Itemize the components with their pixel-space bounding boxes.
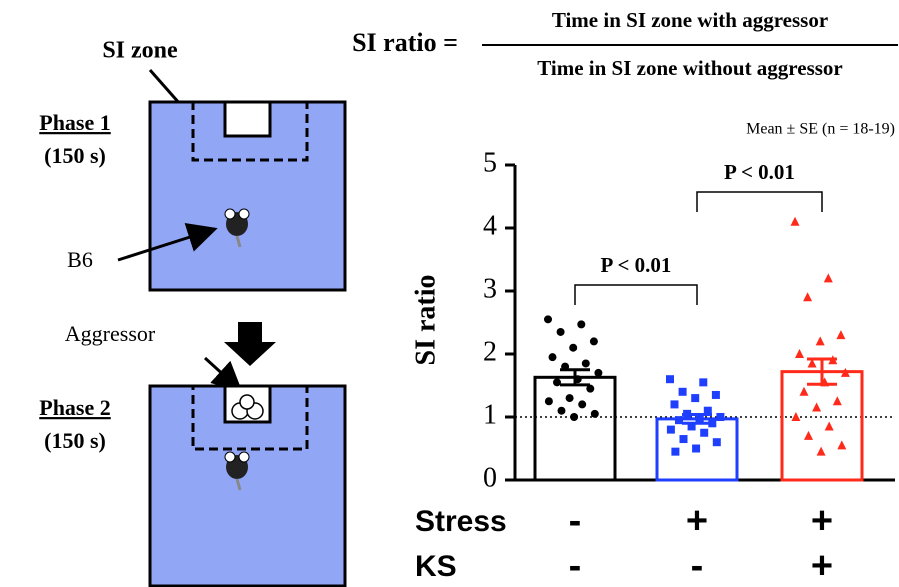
data-point [816, 336, 825, 345]
comparison-bracket [697, 192, 822, 212]
data-point [833, 396, 842, 405]
data-point [800, 387, 809, 396]
y-tick-label: 2 [483, 336, 497, 367]
data-point [577, 320, 585, 328]
data-point [545, 397, 553, 405]
data-point [553, 378, 561, 386]
y-tick-label: 5 [483, 147, 497, 178]
bar [535, 377, 615, 480]
data-point [804, 431, 813, 440]
data-point [675, 416, 683, 424]
data-point [578, 400, 586, 408]
phase-time: (150 s) [44, 428, 106, 453]
data-point [679, 388, 687, 396]
data-point [712, 391, 720, 399]
data-point [691, 394, 699, 402]
data-point [791, 217, 800, 226]
row-sign: + [686, 500, 708, 542]
comparison-label: P < 0.01 [601, 253, 672, 277]
data-point [817, 447, 826, 456]
data-point [671, 400, 679, 408]
formula-denominator: Time in SI zone without aggressor [537, 56, 842, 80]
arrow [205, 358, 238, 388]
y-axis-label: SI ratio [410, 275, 441, 366]
data-point [544, 315, 552, 323]
data-point [699, 378, 707, 386]
data-point [825, 421, 834, 430]
data-point [666, 375, 674, 383]
row-sign: - [691, 545, 704, 587]
data-point [795, 349, 804, 358]
data-point [671, 448, 679, 456]
data-point [791, 412, 800, 421]
enclosure [225, 102, 270, 136]
b6-label: B6 [67, 247, 93, 272]
data-point [680, 435, 688, 443]
formula-numerator: Time in SI zone with aggressor [552, 8, 828, 32]
aggressor-label: Aggressor [65, 321, 156, 346]
data-point [700, 429, 708, 437]
phase-label: Phase 1 [39, 110, 111, 135]
row-sign: - [569, 545, 582, 587]
bar [782, 372, 862, 480]
data-point [549, 353, 557, 361]
subtitle: Mean ± SE (n = 18-19) [746, 121, 895, 138]
row-sign: - [569, 500, 582, 542]
down-arrow [224, 322, 276, 366]
comparison-label: P < 0.01 [724, 160, 795, 184]
data-point [582, 359, 590, 367]
data-point [594, 369, 602, 377]
data-point [836, 330, 845, 339]
data-point [667, 426, 675, 434]
y-tick-label: 4 [483, 210, 497, 241]
row-label: KS [415, 550, 457, 583]
row-label: Stress [415, 505, 507, 538]
phase-label: Phase 2 [39, 395, 111, 420]
data-point [824, 273, 833, 282]
data-point [591, 410, 599, 418]
row-sign: + [811, 545, 833, 587]
figure: SI zone Phase 1 (150 s) B6 Aggressor Pha… [0, 0, 899, 587]
phase-time: (150 s) [44, 143, 106, 168]
data-point [558, 407, 566, 415]
data-point [713, 438, 721, 446]
data-point [837, 440, 846, 449]
data-point [566, 394, 574, 402]
data-point [557, 328, 565, 336]
row-sign: + [811, 500, 833, 542]
data-point [716, 413, 724, 421]
data-point [812, 403, 821, 412]
y-tick-label: 0 [483, 462, 497, 493]
data-point [570, 413, 578, 421]
formula-lhs: SI ratio = [352, 28, 458, 57]
y-tick-label: 1 [483, 399, 497, 430]
y-tick-label: 3 [483, 273, 497, 304]
comparison-bracket [575, 285, 697, 305]
data-point [569, 344, 577, 352]
si-zone-label: SI zone [102, 38, 178, 64]
data-point [803, 292, 812, 301]
data-point [590, 337, 598, 345]
data-point [692, 445, 700, 453]
